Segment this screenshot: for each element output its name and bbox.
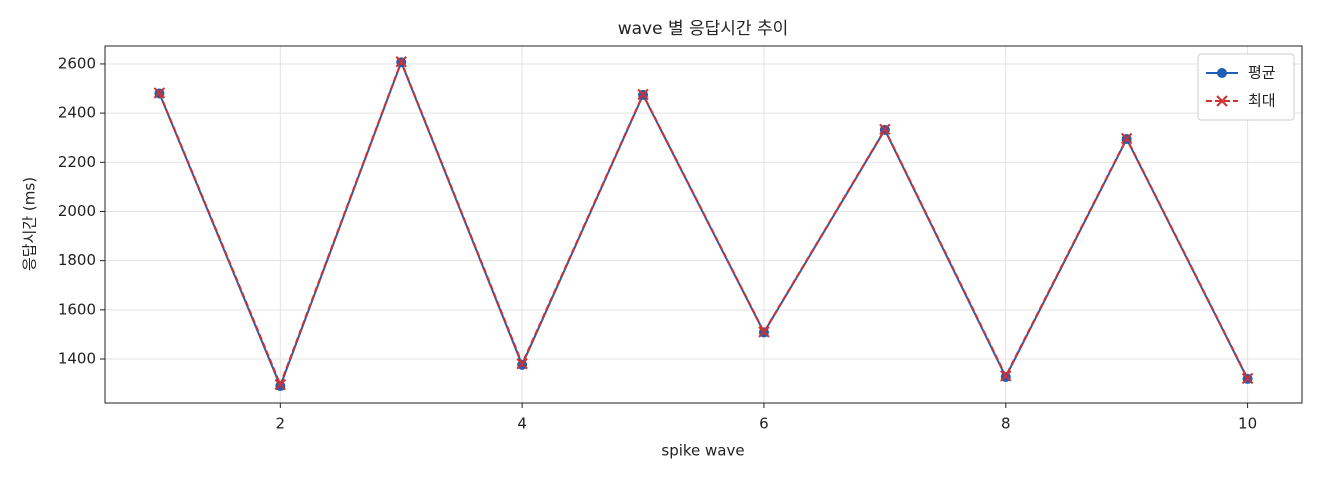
marker	[1000, 370, 1012, 382]
marker	[879, 123, 891, 136]
line	[158, 58, 1249, 388]
legend-box	[1197, 53, 1295, 121]
y-axis-label: 응답시간 (ms)	[21, 177, 39, 271]
marker	[1241, 372, 1254, 385]
marker	[395, 56, 407, 68]
legend-marker	[1216, 95, 1228, 107]
y-tick-label: 1600	[58, 300, 96, 318]
legend-label: 최대	[1248, 92, 1276, 110]
marker	[758, 326, 770, 338]
x-tick-label: 10	[1238, 415, 1257, 433]
y-tick-label: 1400	[58, 349, 96, 367]
marker	[153, 87, 166, 99]
legend-label: 평균	[1248, 64, 1276, 82]
marker	[516, 357, 528, 370]
marker	[274, 378, 287, 391]
marker	[1120, 132, 1133, 145]
x-axis-label: spike wave	[661, 442, 744, 460]
y-tick-label: 1800	[58, 251, 96, 269]
line	[158, 59, 1249, 389]
marker	[637, 88, 649, 101]
x-tick-label: 2	[276, 415, 286, 433]
x-tick-label: 8	[1001, 415, 1011, 433]
legend-marker	[1217, 68, 1227, 78]
y-tick-label: 2600	[58, 54, 96, 72]
y-tick-label: 2000	[58, 202, 96, 220]
x-tick-label: 6	[759, 415, 769, 433]
plot-frame	[104, 45, 1303, 404]
chart-title: wave 별 응답시간 추이	[618, 19, 789, 39]
x-tick-label: 4	[517, 415, 527, 433]
y-tick-label: 2200	[58, 153, 96, 171]
y-tick-label: 2400	[58, 104, 96, 122]
